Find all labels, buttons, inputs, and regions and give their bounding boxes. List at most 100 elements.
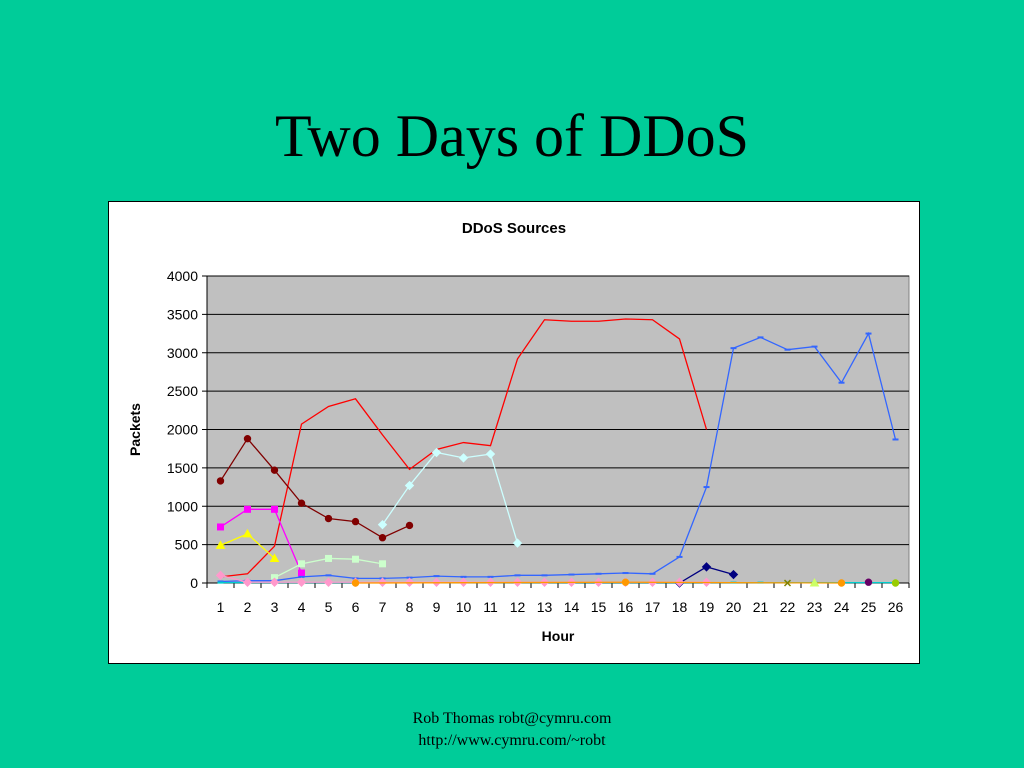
data-point xyxy=(217,523,224,531)
data-point xyxy=(270,466,279,474)
x-tick-label: 13 xyxy=(537,599,553,615)
data-point xyxy=(298,569,305,577)
x-tick-label: 1 xyxy=(217,599,225,615)
series-13 xyxy=(809,577,820,587)
x-axis-label: Hour xyxy=(542,628,575,644)
data-point xyxy=(244,505,251,513)
x-tick-label: 16 xyxy=(618,599,634,615)
data-point xyxy=(431,447,442,458)
data-point xyxy=(458,453,469,463)
data-point xyxy=(783,579,792,587)
data-point xyxy=(891,579,900,587)
data-point xyxy=(485,449,496,459)
footer-url: http://www.cymru.com/~robt xyxy=(418,732,606,749)
x-tick-label: 4 xyxy=(298,599,306,615)
series-12 xyxy=(783,579,792,587)
slide-title: Two Days of DDoS xyxy=(274,103,750,169)
y-tick-label: 3000 xyxy=(167,345,198,361)
x-tick-label: 23 xyxy=(807,599,823,615)
data-point xyxy=(216,477,225,485)
y-tick-label: 3500 xyxy=(167,306,198,322)
data-point xyxy=(378,534,387,542)
y-tick-labels: 0 500 1000 1500 2000 2500 3000 3500 4000 xyxy=(167,268,198,591)
x-tick-labels: 1 2 3 4 5 6 7 8 9 10 11 12 13 14 15 16 17 18 19 20 21 22 23 24 2… xyxy=(217,599,904,615)
footer: Rob Thomas robt@cymru.com http://www.cym… xyxy=(0,708,1024,752)
data-point xyxy=(271,505,278,513)
series-14 xyxy=(864,578,873,586)
gridlines xyxy=(207,275,909,546)
footer-author: Rob Thomas robt@cymru.com xyxy=(412,710,612,727)
data-point xyxy=(728,569,739,580)
series-line xyxy=(220,318,708,578)
x-tick-label: 8 xyxy=(406,599,414,615)
series-4 xyxy=(215,528,280,562)
ddos-sources-chart: DDoS Sources 050010001500200025003000350… xyxy=(127,220,910,644)
data-point xyxy=(269,553,280,562)
series-line xyxy=(220,331,897,583)
x-tick-label: 26 xyxy=(888,599,904,615)
series-line xyxy=(381,451,519,544)
x-tick-label: 6 xyxy=(352,599,360,615)
series-group xyxy=(215,318,900,588)
x-tick-label: 20 xyxy=(726,599,742,615)
data-point xyxy=(621,578,630,586)
y-tick-label: 2500 xyxy=(167,383,198,399)
data-point xyxy=(298,560,305,568)
data-point xyxy=(351,517,360,526)
series-line xyxy=(219,437,410,539)
x-tick-label: 18 xyxy=(672,599,688,615)
data-point xyxy=(297,499,306,507)
data-point xyxy=(296,577,307,587)
series-6 xyxy=(377,447,523,548)
y-tick-label: 500 xyxy=(175,537,199,553)
data-point xyxy=(242,577,253,587)
chart-title: DDoS Sources xyxy=(462,220,566,237)
data-point xyxy=(379,560,386,568)
chart-frame: DDoS Sources 0 500 1000 1500 2000 2500 3000 350… xyxy=(108,201,920,664)
data-point xyxy=(269,577,280,587)
data-point xyxy=(325,554,332,562)
x-tick-label: 2 xyxy=(244,599,252,615)
x-tick-label: 25 xyxy=(861,599,877,615)
data-point xyxy=(215,540,226,549)
y-tick-label: 4000 xyxy=(167,268,198,284)
y-tick-label: 0 xyxy=(190,575,198,591)
data-point xyxy=(377,519,388,530)
series-line xyxy=(220,508,303,574)
x-tick-label: 10 xyxy=(456,599,472,615)
x-tick-label: 17 xyxy=(645,599,661,615)
series-11 xyxy=(351,578,846,587)
series-2 xyxy=(216,435,414,542)
x-tick-label: 15 xyxy=(591,599,607,615)
x-tick-label: 7 xyxy=(379,599,387,615)
x-tick-label: 24 xyxy=(834,599,850,615)
x-tick-label: 3 xyxy=(271,599,279,615)
data-point xyxy=(512,538,523,548)
series-line xyxy=(355,581,842,584)
x-tick-label: 21 xyxy=(753,599,769,615)
x-tick-label: 22 xyxy=(780,599,796,615)
x-tick-label: 5 xyxy=(325,599,333,615)
data-point xyxy=(243,435,252,443)
data-point xyxy=(701,562,712,572)
data-point xyxy=(324,514,333,523)
series-1 xyxy=(220,318,708,578)
data-point xyxy=(352,555,359,563)
data-point xyxy=(864,578,873,586)
data-point xyxy=(405,521,414,530)
y-tick-label: 2000 xyxy=(167,422,198,438)
y-tick-label: 1500 xyxy=(167,460,198,476)
data-point xyxy=(323,577,334,587)
data-point xyxy=(351,579,360,587)
data-point xyxy=(377,577,388,587)
series-15 xyxy=(891,579,900,587)
x-tick-label: 9 xyxy=(433,599,441,615)
data-point xyxy=(809,577,820,587)
x-tick-label: 11 xyxy=(483,599,498,615)
data-point xyxy=(837,579,846,587)
x-tick-label: 19 xyxy=(699,599,715,615)
data-point xyxy=(242,528,253,538)
y-axis-label: Packets xyxy=(127,403,143,456)
data-point xyxy=(404,480,415,491)
data-point xyxy=(215,570,226,581)
